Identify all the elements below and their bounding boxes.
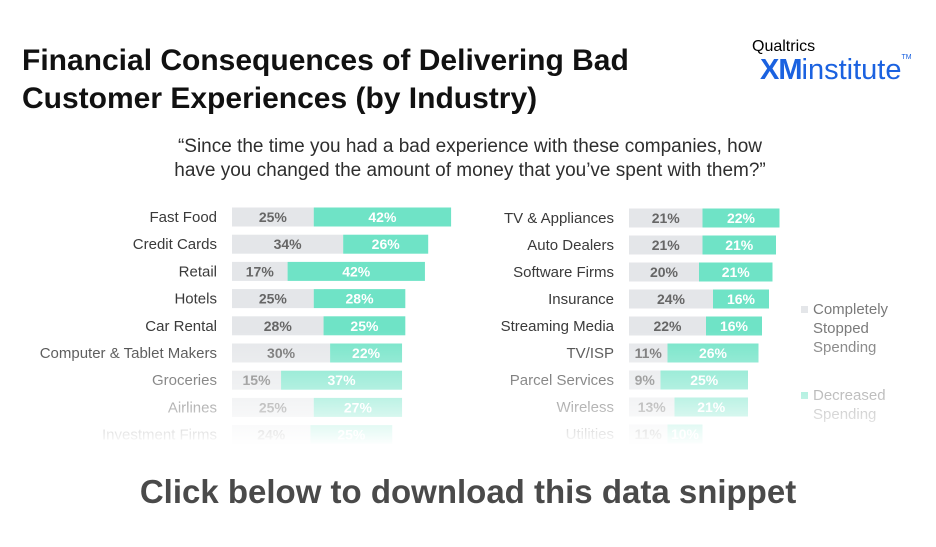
data-label-stopped-tv-appliances: 21% [652, 210, 681, 226]
data-label-decreased-utilities: 10% [671, 426, 700, 442]
bar-stopped-fast-food [232, 207, 314, 227]
survey-question: “Since the time you had a bad experience… [100, 135, 840, 183]
data-label-decreased-computer-tablet-makers: 22% [352, 345, 381, 361]
bar-decreased-hotels [313, 289, 406, 309]
bar-decreased-credit-cards [343, 234, 429, 254]
category-label-streaming-media: Streaming Media [501, 318, 615, 335]
data-label-decreased-tv-isp: 26% [699, 345, 728, 361]
legend-item-decreased: Decreased Spending [801, 387, 886, 423]
bar-decreased-retail [287, 261, 425, 281]
category-label-insurance: Insurance [548, 291, 614, 308]
category-label-computer-tablet-makers: Computer & Tablet Makers [40, 345, 217, 362]
data-label-decreased-auto-dealers: 21% [725, 237, 754, 253]
category-label-fast-food: Fast Food [149, 209, 217, 226]
data-label-stopped-auto-dealers: 21% [652, 237, 681, 253]
data-label-decreased-streaming-media: 16% [720, 318, 749, 334]
category-label-groceries: Groceries [152, 372, 217, 389]
data-label-stopped-computer-tablet-makers: 30% [267, 345, 296, 361]
data-label-decreased-wireless: 21% [697, 399, 726, 415]
legend-text-decreased-2: Spending [813, 406, 876, 423]
industry-bar-chart: Fast Food 25% 42% Credit Cards 34% 26% Retail 1… [40, 207, 889, 445]
category-label-utilities: Utilities [566, 426, 614, 443]
category-label-software-firms: Software Firms [513, 264, 614, 281]
data-label-stopped-investment-firms: 24% [257, 427, 286, 443]
category-label-retail: Retail [179, 263, 217, 280]
data-label-stopped-hotels: 25% [259, 291, 288, 307]
data-label-stopped-tv-isp: 11% [635, 345, 663, 361]
data-label-stopped-fast-food: 25% [259, 209, 288, 225]
title-line-2: Customer Experiences (by Industry) [22, 82, 538, 115]
bar-stopped-retail [232, 261, 288, 281]
bar-stopped-tv-appliances [629, 208, 703, 228]
data-label-stopped-insurance: 24% [657, 291, 686, 307]
data-label-decreased-parcel-services: 25% [690, 372, 719, 388]
data-label-stopped-parcel-services: 9% [635, 372, 656, 388]
question-line-2: have you changed the amount of money tha… [174, 160, 766, 181]
bar-stopped-insurance [629, 289, 713, 309]
legend-text-stopped-3: Spending [813, 339, 876, 356]
bar-decreased-fast-food [313, 207, 452, 227]
legend-text-stopped-1: Completely [813, 301, 889, 318]
category-label-car-rental: Car Rental [145, 318, 217, 335]
legend-text-decreased-1: Decreased [813, 387, 886, 404]
bar-stopped-hotels [232, 289, 314, 309]
category-label-tv-appliances: TV & Appliances [504, 210, 614, 227]
category-label-parcel-services: Parcel Services [510, 372, 614, 389]
category-label-investment-firms: Investment Firms [102, 427, 217, 444]
bar-stopped-auto-dealers [629, 235, 703, 255]
title-line-1: Financial Consequences of Delivering Bad [22, 44, 629, 77]
chart-panel-2: TV & Appliances 21% 22% Auto Dealers 21% 21% S… [501, 208, 780, 444]
data-label-decreased-airlines: 27% [344, 399, 373, 415]
category-label-hotels: Hotels [174, 291, 217, 308]
data-label-stopped-credit-cards: 34% [274, 236, 303, 252]
data-label-decreased-hotels: 28% [346, 291, 375, 307]
data-label-stopped-software-firms: 20% [650, 264, 679, 280]
data-label-stopped-utilities: 11% [635, 426, 663, 442]
data-label-decreased-software-firms: 21% [722, 264, 751, 280]
logo-xm: XM [760, 54, 802, 86]
chart-title: Financial Consequences of Delivering Bad… [22, 42, 702, 118]
logo-institute: institute [801, 54, 902, 86]
data-label-stopped-wireless: 13% [638, 399, 667, 415]
data-label-decreased-credit-cards: 26% [372, 236, 401, 252]
chart-panel-1: Fast Food 25% 42% Credit Cards 34% 26% Retail 1… [40, 207, 452, 445]
data-label-stopped-groceries: 15% [243, 372, 272, 388]
bar-decreased-tv-appliances [702, 208, 780, 228]
bar-decreased-insurance [713, 289, 769, 309]
bar-decreased-software-firms [699, 262, 773, 282]
data-label-decreased-investment-firms: 25% [337, 427, 366, 443]
legend-swatch-stopped [801, 306, 808, 313]
data-label-decreased-retail: 42% [342, 263, 371, 279]
legend-swatch-decreased [801, 392, 808, 399]
download-snippet-link[interactable]: Click below to download this data snippe… [139, 473, 797, 510]
question-line-1: “Since the time you had a bad experience… [177, 136, 763, 157]
data-label-stopped-streaming-media: 22% [653, 318, 682, 334]
data-label-stopped-retail: 17% [246, 263, 275, 279]
data-label-stopped-car-rental: 28% [264, 318, 293, 334]
category-label-wireless: Wireless [556, 399, 614, 416]
data-label-decreased-fast-food: 42% [368, 209, 397, 225]
category-label-auto-dealers: Auto Dealers [527, 237, 614, 254]
legend-text-stopped-2: Stopped [813, 320, 869, 337]
data-label-decreased-groceries: 37% [328, 372, 357, 388]
data-label-decreased-insurance: 16% [727, 291, 756, 307]
logo-tm: TM [901, 54, 912, 61]
data-label-decreased-tv-appliances: 22% [727, 210, 756, 226]
bar-decreased-auto-dealers [702, 235, 776, 255]
bar-stopped-credit-cards [232, 234, 344, 254]
category-label-airlines: Airlines [168, 399, 217, 416]
category-label-credit-cards: Credit Cards [133, 236, 217, 253]
data-label-decreased-car-rental: 25% [350, 318, 379, 334]
category-label-tv-isp: TV/ISP [566, 345, 614, 362]
data-label-stopped-airlines: 25% [259, 399, 288, 415]
bar-stopped-software-firms [629, 262, 699, 282]
legend-item-stopped: Completely Stopped Spending [801, 301, 889, 356]
logo-brand: Qualtrics [752, 38, 816, 55]
